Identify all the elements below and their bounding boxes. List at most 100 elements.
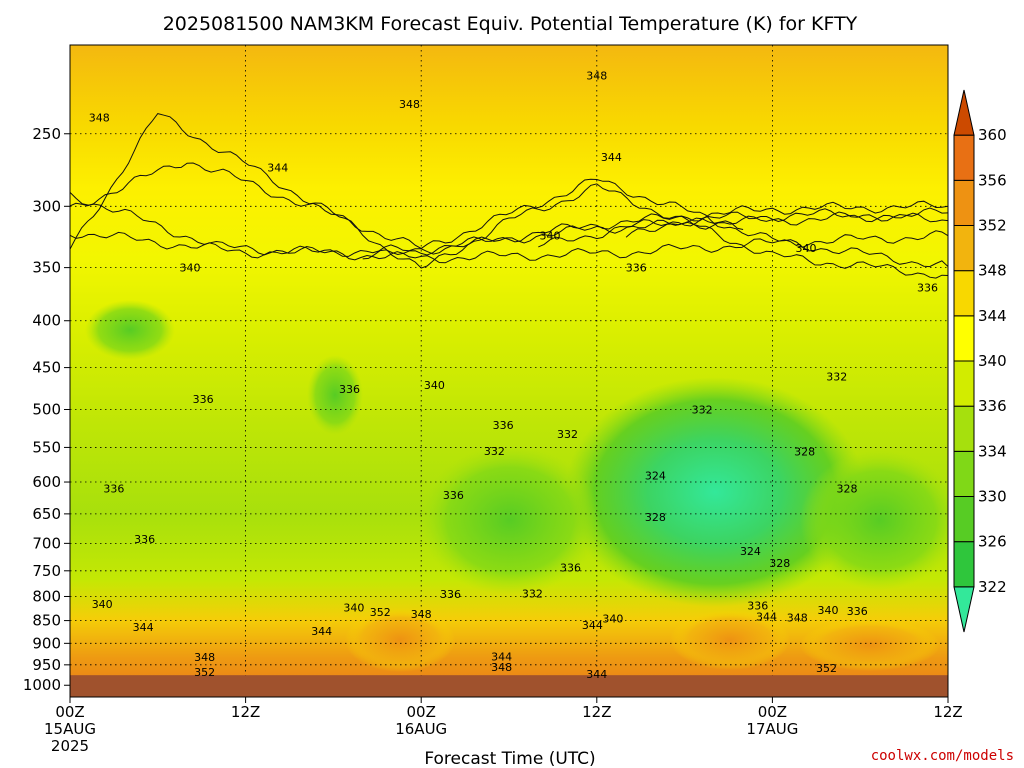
x-tick-label: 00Z	[758, 703, 787, 721]
contour-label: 344	[311, 625, 332, 638]
theta-e-field	[70, 45, 948, 697]
contour-label: 352	[816, 662, 837, 675]
plot-frame	[69, 44, 949, 698]
x-tick-label: 00Z	[407, 703, 436, 721]
colorbar-segment	[953, 405, 975, 452]
contour-label: 328	[794, 446, 815, 459]
warm-patch-3	[800, 619, 940, 671]
colorbar-label: 326	[978, 533, 1007, 551]
x-tick-label: 15AUG	[44, 720, 96, 738]
contour-label: 336	[747, 599, 768, 612]
contour-label: 336	[917, 282, 938, 295]
contour-344	[70, 162, 948, 268]
colorbar-label: 356	[978, 171, 1007, 189]
contour-label: 336	[339, 383, 360, 396]
moist-region-east	[800, 450, 948, 590]
contour-label: 352	[194, 666, 215, 679]
warm-patch-2	[670, 610, 790, 670]
contour-336	[70, 207, 948, 259]
contour-label: 344	[582, 619, 603, 632]
contour-label: 340	[539, 230, 560, 243]
contour-label: 344	[586, 668, 607, 681]
chart-title: 2025081500 NAM3KM Forecast Equiv. Potent…	[163, 13, 858, 35]
contour-label: 348	[787, 611, 808, 624]
contour-328	[538, 208, 948, 248]
contour-label: 348	[194, 651, 215, 664]
contour-324	[625, 217, 744, 238]
colorbar-segment	[953, 225, 975, 272]
moist-region-west	[420, 445, 600, 595]
colorbar-segment	[953, 179, 975, 226]
x-tick-label: 17AUG	[746, 720, 798, 738]
y-tick-label: 600	[32, 473, 61, 491]
contour-label: 344	[756, 610, 777, 623]
colorbar-label: 334	[978, 442, 1007, 460]
contour-label: 340	[796, 242, 817, 255]
contour-label: 332	[484, 445, 505, 458]
contour-label: 336	[443, 489, 464, 502]
contour-label: 336	[134, 533, 155, 546]
y-tick-label: 300	[32, 197, 61, 215]
contour-label: 340	[818, 604, 839, 617]
colorbar-label: 330	[978, 488, 1007, 506]
moist-patch-upper	[85, 300, 175, 360]
contour-label: 332	[692, 404, 713, 417]
contour-label: 340	[602, 613, 623, 626]
y-tick-label: 750	[32, 562, 61, 580]
contour-label: 336	[626, 262, 647, 275]
x-axis-title: Forecast Time (UTC)	[424, 749, 595, 768]
y-tick-label: 350	[32, 259, 61, 277]
y-tick-label: 700	[32, 534, 61, 552]
y-tick-label: 500	[32, 401, 61, 419]
colorbar-label: 352	[978, 217, 1007, 235]
contour-label: 328	[769, 557, 790, 570]
contour-label: 348	[399, 98, 420, 111]
contour-label: 348	[491, 661, 512, 674]
colorbar-label: 344	[978, 307, 1007, 325]
contour-label: 348	[586, 70, 607, 83]
ground-level	[70, 675, 948, 697]
colorbar-segment	[953, 89, 975, 136]
contour-label: 332	[826, 370, 847, 383]
x-tick-label: 12Z	[933, 703, 962, 721]
contour-label: 344	[267, 161, 288, 174]
contour-labels: 3483483483443443403403363363403403363363…	[89, 70, 938, 681]
colorbar-segment	[953, 450, 975, 498]
y-tick-label: 800	[32, 587, 61, 605]
contour-label: 340	[424, 379, 445, 392]
credit-text: coolwx.com/models	[871, 748, 1014, 764]
contour-label: 324	[645, 469, 666, 482]
warm-patch-1	[345, 608, 455, 672]
contour-label: 348	[89, 112, 110, 125]
contour-340	[70, 191, 948, 264]
colorbar-segment	[953, 586, 975, 633]
colorbar-label: 340	[978, 352, 1007, 370]
contour-332	[362, 200, 948, 260]
y-tick-label: 550	[32, 438, 61, 456]
contour-label: 340	[92, 598, 113, 611]
colorbar: 322 326 330 334 336 340 344 348 352 356 360	[953, 89, 1007, 633]
colorbar-segment	[953, 360, 975, 407]
contour-label: 328	[645, 511, 666, 524]
y-tick-label: 250	[32, 125, 61, 143]
colorbar-segment	[953, 541, 975, 588]
colorbar-segment	[953, 134, 975, 181]
moist-patch-mid	[307, 355, 363, 435]
contour-lines	[70, 113, 948, 279]
colorbar-segment	[953, 496, 975, 543]
plot-area: 3483483483443443403403363363403403363363…	[70, 45, 948, 697]
x-tick-label: 16AUG	[395, 720, 447, 738]
y-tick-label: 900	[32, 634, 61, 652]
y-tick-label: 950	[32, 656, 61, 674]
y-tick-label: 650	[32, 505, 61, 523]
contour-label: 328	[837, 483, 858, 496]
colorbar-label: 322	[978, 578, 1007, 596]
colorbar-label: 336	[978, 397, 1007, 415]
contour-label: 336	[493, 419, 514, 432]
contour-label: 348	[411, 608, 432, 621]
contour-label: 340	[179, 262, 200, 275]
contour-label: 344	[133, 621, 154, 634]
contour-label: 336	[560, 562, 581, 575]
contour-label: 336	[440, 588, 461, 601]
